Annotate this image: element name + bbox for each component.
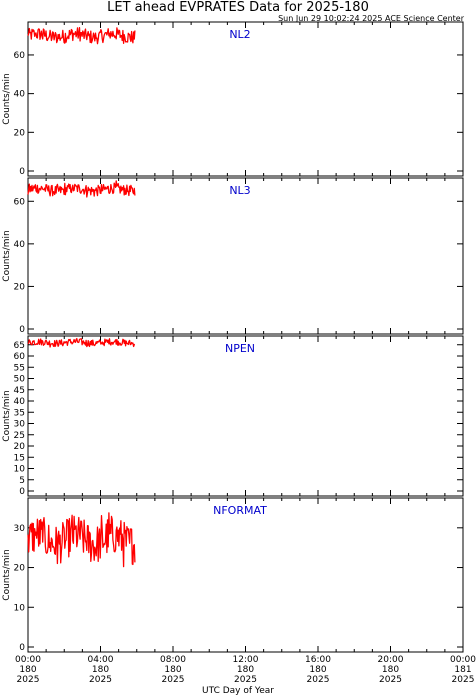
- x-tick-label-time: 00:00: [15, 655, 41, 665]
- y-tick-label: 55: [14, 363, 25, 373]
- x-tick-label-doy: 180: [19, 665, 36, 675]
- panel-label: NL3: [229, 184, 250, 197]
- x-axis-title: UTC Day of Year: [202, 686, 274, 696]
- x-tick-label-doy: 180: [382, 665, 399, 675]
- y-tick-label: 30: [14, 420, 26, 430]
- y-tick-label: 0: [19, 325, 25, 335]
- x-tick-label-doy: 180: [309, 665, 326, 675]
- x-tick-label-doy: 180: [237, 665, 254, 675]
- x-tick-label-year: 2025: [234, 675, 257, 685]
- x-tick-label-time: 16:00: [305, 655, 331, 665]
- y-tick-label: 20: [14, 442, 26, 452]
- x-tick-label-doy: 181: [454, 665, 471, 675]
- y-axis-label: Counts/min: [2, 549, 12, 600]
- y-tick-label: 35: [14, 408, 25, 418]
- y-tick-label: 60: [14, 197, 26, 207]
- panel-label: NPEN: [225, 342, 255, 355]
- y-tick-label: 30: [14, 524, 26, 534]
- x-tick-label-time: 04:00: [88, 655, 114, 665]
- x-tick-label-year: 2025: [89, 675, 112, 685]
- panel-frame: [27, 497, 464, 653]
- x-tick-label-year: 2025: [379, 675, 402, 685]
- y-tick-label: 60: [14, 51, 26, 61]
- y-tick-label: 20: [14, 128, 26, 138]
- y-tick-label: 25: [14, 431, 25, 441]
- panel-label: NL2: [229, 28, 250, 41]
- x-tick-label-time: 20:00: [378, 655, 404, 665]
- panel-frame: [27, 21, 464, 177]
- series-line: [27, 180, 136, 198]
- x-tick-label-year: 2025: [17, 675, 40, 685]
- y-tick-label: 15: [14, 453, 25, 463]
- x-tick-label-year: 2025: [307, 675, 330, 685]
- y-axis-label: Counts/min: [2, 73, 12, 124]
- y-tick-label: 40: [14, 240, 26, 250]
- y-tick-label: 0: [19, 643, 25, 653]
- x-tick-label-year: 2025: [162, 675, 185, 685]
- y-tick-label: 10: [14, 465, 26, 475]
- y-tick-label: 45: [14, 386, 25, 396]
- series-line: [27, 337, 135, 348]
- y-tick-label: 0: [19, 487, 25, 497]
- chart-title: LET ahead EVPRATES Data for 2025-180: [107, 0, 369, 15]
- y-axis-label: Counts/min: [2, 230, 12, 281]
- y-tick-label: 5: [19, 476, 25, 486]
- y-tick-label: 50: [14, 375, 26, 385]
- x-tick-label-time: 00:00: [450, 655, 476, 665]
- panel-label: NFORMAT: [213, 504, 267, 517]
- y-tick-label: 60: [14, 352, 26, 362]
- y-tick-label: 20: [14, 282, 26, 292]
- series-line: [27, 26, 136, 45]
- y-tick-label: 0: [19, 167, 25, 177]
- panel-frame: [27, 335, 464, 497]
- series-line: [27, 512, 136, 568]
- y-tick-label: 65: [14, 341, 25, 351]
- y-axis-label: Counts/min: [2, 390, 12, 441]
- x-tick-label-time: 08:00: [160, 655, 186, 665]
- y-tick-label: 40: [14, 397, 26, 407]
- panel-frame: [27, 177, 464, 335]
- y-tick-label: 20: [14, 564, 26, 574]
- y-tick-label: 10: [14, 603, 26, 613]
- x-tick-label-doy: 180: [164, 665, 181, 675]
- x-tick-label-time: 12:00: [233, 655, 259, 665]
- y-tick-label: 40: [14, 90, 26, 100]
- timestamp: Sun Jun 29 10:02:24 2025 ACE Science Cen…: [278, 14, 464, 23]
- x-tick-label-doy: 180: [92, 665, 109, 675]
- x-tick-label-year: 2025: [452, 675, 475, 685]
